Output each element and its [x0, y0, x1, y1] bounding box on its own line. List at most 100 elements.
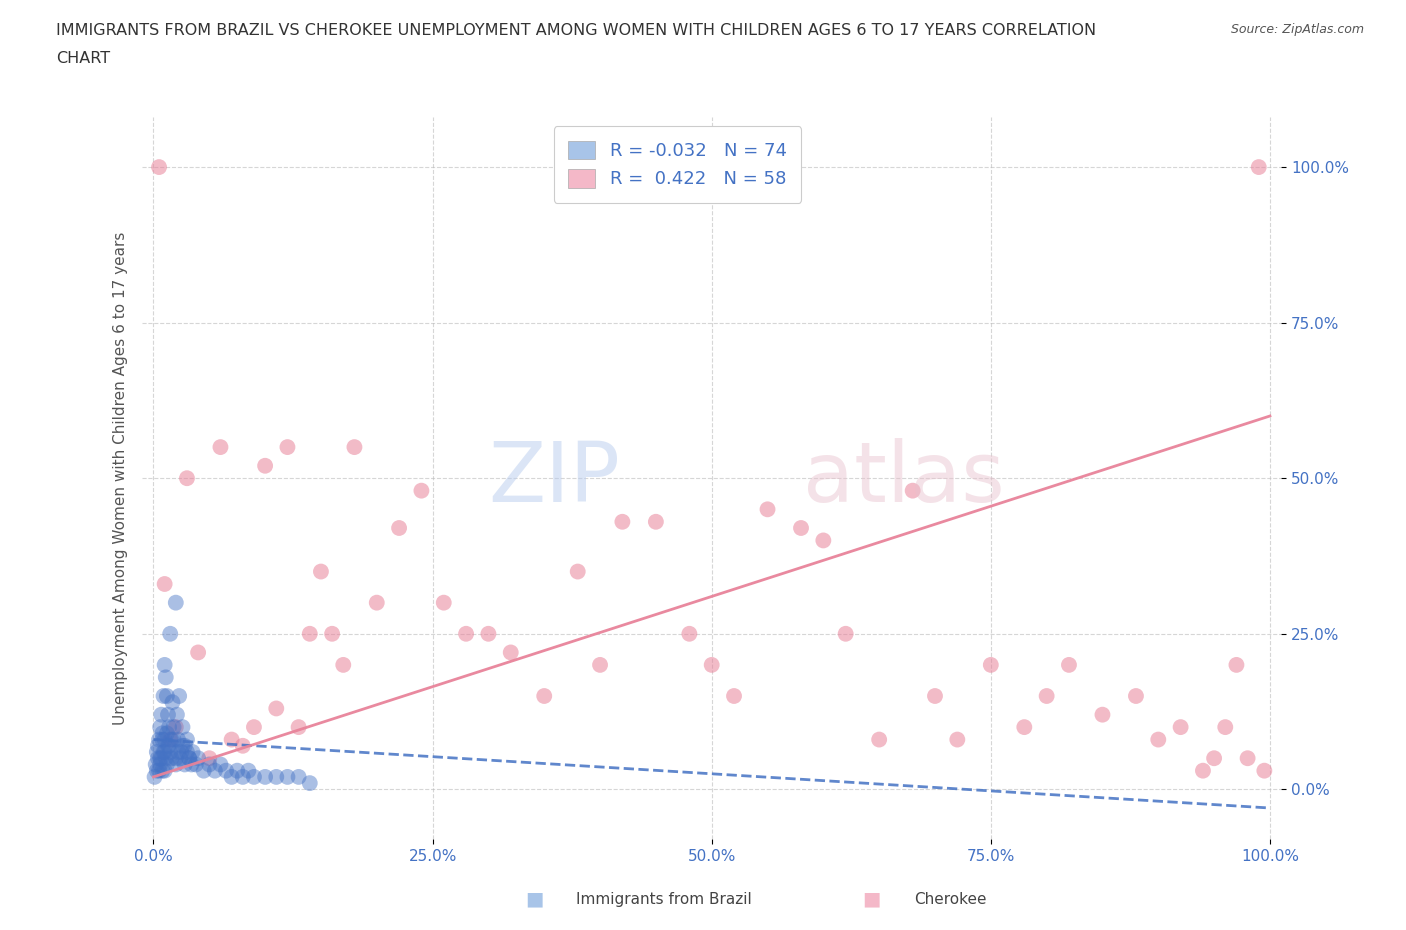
Point — [644, 514, 666, 529]
Point — [790, 521, 813, 536]
Point — [868, 732, 890, 747]
Point — [343, 440, 366, 455]
Point — [298, 776, 321, 790]
Point — [169, 751, 191, 765]
Point — [946, 732, 969, 747]
Point — [179, 751, 201, 765]
Point — [159, 732, 181, 747]
Point — [1170, 720, 1192, 735]
Point — [243, 720, 266, 735]
Point — [198, 757, 221, 772]
Point — [157, 738, 180, 753]
Point — [433, 595, 456, 610]
Text: CHART: CHART — [56, 51, 110, 66]
Point — [153, 764, 176, 778]
Point — [150, 707, 173, 722]
Point — [179, 751, 201, 765]
Point — [180, 757, 202, 772]
Point — [287, 769, 309, 784]
Point — [148, 732, 170, 747]
Point — [166, 707, 188, 722]
Point — [924, 688, 946, 703]
Point — [153, 745, 176, 760]
Point — [152, 764, 174, 778]
Y-axis label: Unemployment Among Women with Children Ages 6 to 17 years: Unemployment Among Women with Children A… — [114, 232, 128, 724]
Point — [184, 757, 207, 772]
Point — [156, 688, 179, 703]
Point — [366, 595, 388, 610]
Point — [152, 745, 174, 760]
Point — [1213, 720, 1236, 735]
Point — [165, 595, 187, 610]
Point — [149, 751, 172, 765]
Point — [146, 745, 169, 760]
Point — [567, 565, 589, 579]
Point — [499, 645, 522, 660]
Point — [287, 720, 309, 735]
Text: IMMIGRANTS FROM BRAZIL VS CHEROKEE UNEMPLOYMENT AMONG WOMEN WITH CHILDREN AGES 6: IMMIGRANTS FROM BRAZIL VS CHEROKEE UNEMP… — [56, 23, 1097, 38]
Point — [1014, 720, 1036, 735]
Point — [980, 658, 1002, 672]
Point — [152, 726, 174, 741]
Point — [1035, 688, 1057, 703]
Point — [172, 738, 194, 753]
Point — [176, 471, 198, 485]
Text: ■: ■ — [524, 890, 544, 909]
Point — [1125, 688, 1147, 703]
Point — [813, 533, 835, 548]
Point — [1147, 732, 1170, 747]
Point — [146, 751, 169, 765]
Point — [156, 757, 179, 772]
Point — [156, 726, 179, 741]
Point — [170, 745, 193, 760]
Point — [454, 626, 477, 641]
Point — [298, 626, 321, 641]
Point — [173, 757, 195, 772]
Point — [149, 757, 172, 772]
Point — [834, 626, 856, 641]
Text: ZIP: ZIP — [489, 438, 620, 519]
Text: atlas: atlas — [803, 438, 1004, 519]
Point — [276, 440, 298, 455]
Point — [162, 732, 184, 747]
Point — [153, 658, 176, 672]
Point — [146, 764, 169, 778]
Point — [165, 751, 187, 765]
Point — [162, 720, 184, 735]
Point — [1253, 764, 1275, 778]
Point — [700, 658, 723, 672]
Point — [266, 701, 288, 716]
Point — [167, 688, 190, 703]
Legend: R = -0.032   N = 74, R =  0.422   N = 58: R = -0.032 N = 74, R = 0.422 N = 58 — [554, 126, 801, 203]
Point — [157, 720, 180, 735]
Point — [176, 732, 198, 747]
Point — [612, 514, 634, 529]
Point — [209, 440, 232, 455]
Text: Cherokee: Cherokee — [914, 892, 987, 907]
Point — [153, 577, 176, 591]
Point — [1247, 160, 1270, 175]
Point — [187, 751, 209, 765]
Point — [243, 769, 266, 784]
Point — [215, 764, 238, 778]
Point — [155, 670, 177, 684]
Point — [1057, 658, 1080, 672]
Point — [321, 626, 343, 641]
Point — [332, 658, 354, 672]
Point — [1225, 658, 1247, 672]
Point — [221, 769, 243, 784]
Text: Immigrants from Brazil: Immigrants from Brazil — [576, 892, 752, 907]
Point — [198, 751, 221, 765]
Point — [165, 720, 187, 735]
Point — [1091, 707, 1114, 722]
Point — [238, 764, 260, 778]
Point — [155, 751, 177, 765]
Point — [165, 757, 187, 772]
Point — [187, 645, 209, 660]
Point — [162, 695, 184, 710]
Point — [756, 502, 779, 517]
Point — [411, 484, 433, 498]
Point — [209, 757, 232, 772]
Point — [221, 732, 243, 747]
Point — [152, 732, 174, 747]
